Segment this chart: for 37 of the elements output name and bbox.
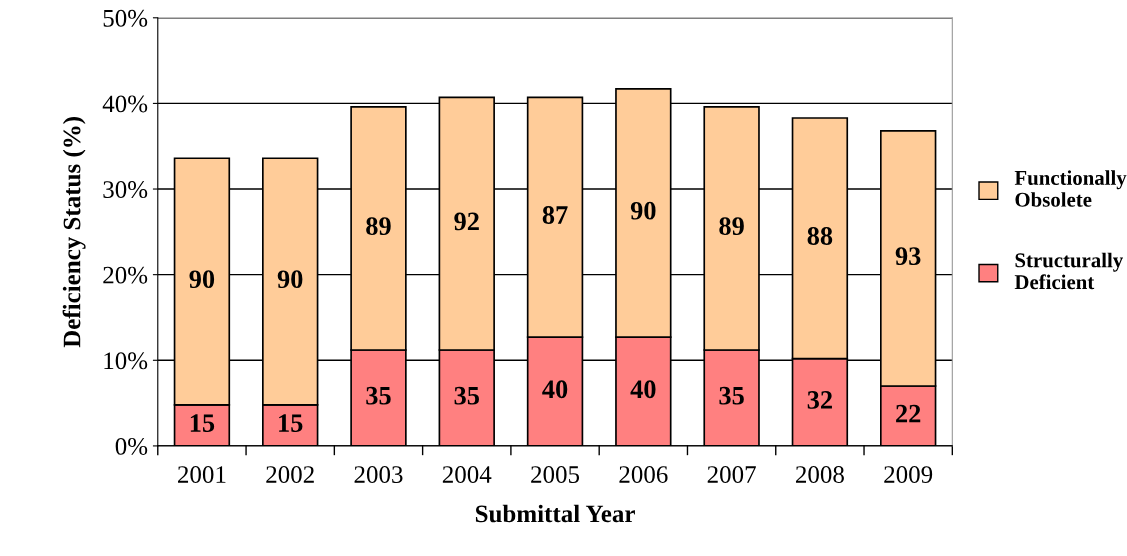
x-tick-label: 2001 xyxy=(178,466,226,483)
annotation: 15 xyxy=(279,414,303,432)
x-axis-title: Submittal Year xyxy=(475,504,635,523)
x-tick-label: 2007 xyxy=(707,466,756,483)
y-tick-label: 20% xyxy=(103,266,148,284)
annotation: 90 xyxy=(277,270,303,289)
y-tick-label: 30% xyxy=(103,181,148,199)
annotation: 87 xyxy=(542,206,568,224)
annotation: 89 xyxy=(366,217,391,236)
annotation: 22 xyxy=(896,404,921,423)
annotation: 40 xyxy=(542,380,568,399)
y-tick-label: 10% xyxy=(104,352,148,370)
annotation: 15 xyxy=(190,414,215,432)
y-tick-label: 50% xyxy=(103,9,148,27)
annotation: 35 xyxy=(454,386,479,405)
x-tick-label: 2008 xyxy=(795,466,844,483)
x-tick-label: 2002 xyxy=(266,466,314,483)
y-tick-label: 0% xyxy=(115,437,148,455)
x-tick-label: 2006 xyxy=(619,466,668,483)
annotation: 93 xyxy=(895,247,921,265)
annotation: 89 xyxy=(719,217,744,236)
y-axis-title: Deficiency Status (%) xyxy=(62,117,86,348)
annotation: 32 xyxy=(807,391,832,409)
legend-label: Functionally Obsolete xyxy=(1014,170,1127,207)
x-tick-label: 2003 xyxy=(354,466,403,483)
annotation: 92 xyxy=(454,212,479,231)
annotation: 88 xyxy=(807,227,833,245)
annotation: 90 xyxy=(630,201,656,220)
annotation: 35 xyxy=(366,386,391,405)
x-tick-label: 2004 xyxy=(442,466,492,483)
legend-label: Structurally Deficient xyxy=(1014,252,1124,290)
x-tick-label: 2009 xyxy=(884,466,933,483)
y-tick-label: 40% xyxy=(102,95,148,113)
annotation: 40 xyxy=(630,380,656,399)
annotation: 35 xyxy=(719,386,744,405)
x-tick-label: 2005 xyxy=(531,466,580,483)
annotation: 90 xyxy=(189,270,215,289)
